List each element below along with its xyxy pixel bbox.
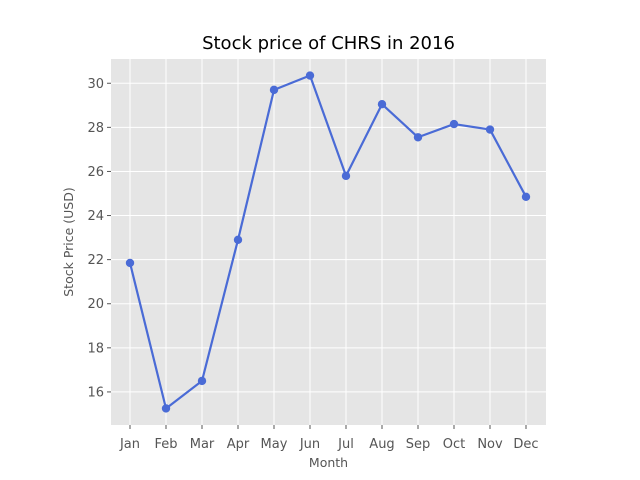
data-point xyxy=(521,192,531,202)
y-tick-label: 16 xyxy=(87,385,104,400)
data-point xyxy=(305,71,315,80)
data-point xyxy=(125,258,135,268)
data-point xyxy=(485,125,495,134)
x-tick-label: Apr xyxy=(227,437,250,452)
x-tick-label: Jan xyxy=(119,437,140,452)
data-point xyxy=(161,404,171,413)
y-tick-label: 18 xyxy=(87,341,104,356)
x-tick-label: Nov xyxy=(477,437,503,452)
data-point xyxy=(233,235,243,244)
chart-title: Stock price of CHRS in 2016 xyxy=(202,33,455,54)
series-line xyxy=(128,74,527,410)
y-tick-label: 26 xyxy=(87,165,104,180)
x-axis-label: Month xyxy=(309,455,348,470)
data-point xyxy=(197,376,207,386)
x-tick-label: Dec xyxy=(513,437,538,452)
data-point xyxy=(377,99,387,109)
x-tick-label: Jul xyxy=(337,437,354,452)
y-tick-label: 28 xyxy=(87,121,104,136)
x-tick-labels: Jan Feb Mar Apr May Jun Jul Aug Sep Oct Nov Dec xyxy=(119,425,539,452)
grid-lines xyxy=(111,59,546,425)
y-tick-label: 22 xyxy=(87,253,104,268)
x-tick-label: Jun xyxy=(299,437,320,452)
series-layer xyxy=(125,71,531,413)
y-tick-label: 30 xyxy=(87,77,104,92)
x-tick-label: Mar xyxy=(190,437,215,452)
x-tick-label: Sep xyxy=(406,437,431,452)
y-tick-label: 24 xyxy=(87,209,104,224)
data-point xyxy=(413,133,423,142)
y-tick-labels: 16 18 20 22 24 26 28 30 xyxy=(87,77,111,400)
y-axis-label: Stock Price (USD) xyxy=(61,187,76,297)
data-point xyxy=(269,85,279,95)
plot-area xyxy=(111,59,546,425)
x-tick-label: Oct xyxy=(443,437,465,452)
data-point xyxy=(341,171,351,181)
x-tick-label: Feb xyxy=(154,437,177,452)
x-tick-label: May xyxy=(261,437,288,452)
x-tick-label: Aug xyxy=(369,437,394,452)
data-point xyxy=(449,119,459,129)
y-tick-label: 20 xyxy=(87,297,104,312)
